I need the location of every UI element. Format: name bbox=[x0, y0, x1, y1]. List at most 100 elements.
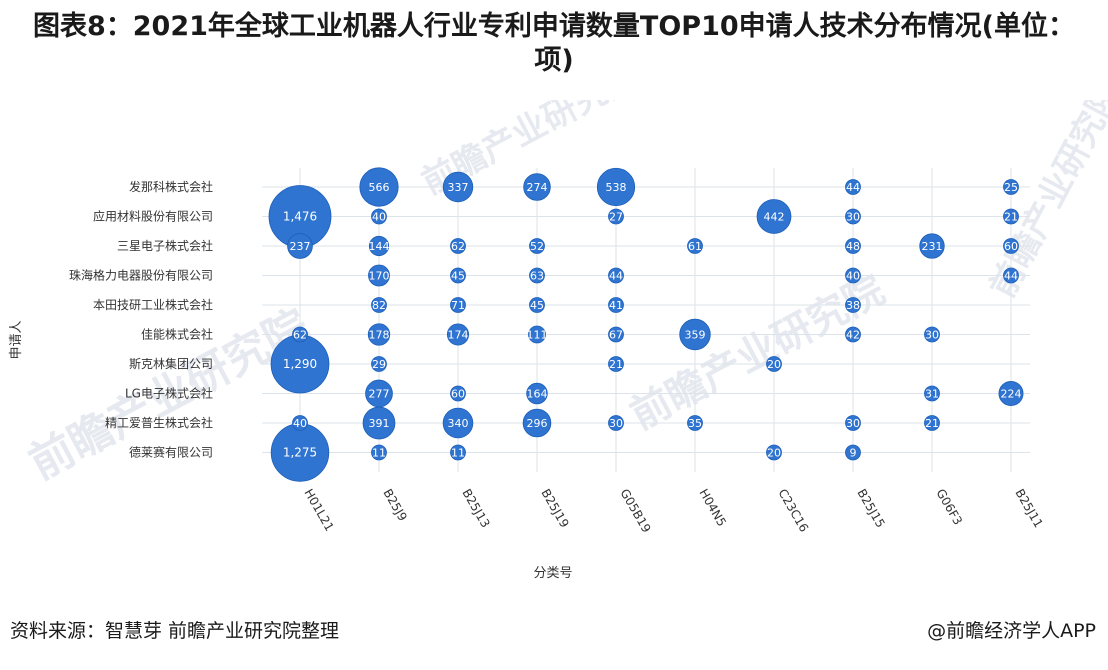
bubble bbox=[608, 415, 624, 431]
bubble-chart: 前瞻产业研究院 前瞻产业研究院 前瞻产业研究院 前瞻产业研究院 发那科株式会社 应用材料… bbox=[0, 100, 1108, 600]
x-tick-label: G05B19 bbox=[617, 487, 653, 536]
bubble-value-label: 30 bbox=[925, 329, 939, 342]
bubble-value-label: 20 bbox=[767, 447, 781, 460]
bubble-value-label: 44 bbox=[1004, 270, 1018, 283]
x-tick-label: B25J15 bbox=[854, 487, 887, 531]
bubble-value-label: 224 bbox=[1001, 388, 1022, 401]
bubble-value-label: 30 bbox=[846, 211, 860, 224]
bubble-value-label: 277 bbox=[369, 388, 390, 401]
watermark-text: 前瞻产业研究院 bbox=[983, 100, 1108, 304]
bubble bbox=[608, 326, 624, 343]
chart-title: 图表8：2021年全球工业机器人行业专利申请数量TOP10申请人技术分布情况(单… bbox=[32, 11, 1075, 76]
bubble-value-label: 178 bbox=[369, 329, 390, 342]
bubble bbox=[687, 415, 703, 431]
bubble-value-label: 30 bbox=[609, 417, 623, 430]
source-note: 资料来源：智慧芽 前瞻产业研究院整理 bbox=[10, 620, 340, 642]
x-tick-label: B25J13 bbox=[459, 487, 492, 531]
bubble-value-label: 237 bbox=[290, 240, 311, 253]
bubble bbox=[529, 238, 545, 254]
bubble bbox=[528, 325, 546, 344]
bubble-value-label: 231 bbox=[922, 240, 943, 253]
y-tick-label: 佳能株式会社 bbox=[141, 327, 213, 342]
bubble-value-label: 9 bbox=[850, 447, 857, 460]
x-axis-labels: H01L21 B25J9 B25J13 B25J19 G05B19 H04N5 C23C16… bbox=[301, 487, 1045, 536]
bubble bbox=[442, 171, 474, 203]
bubble-value-label: 11 bbox=[451, 447, 465, 460]
bubble bbox=[450, 267, 466, 284]
bubble-value-label: 41 bbox=[609, 299, 623, 312]
bubble bbox=[924, 326, 940, 343]
bubble bbox=[1003, 179, 1019, 195]
bubble-value-label: 45 bbox=[451, 270, 465, 283]
bubble-value-label: 1,476 bbox=[283, 210, 317, 224]
bubble-value-label: 48 bbox=[846, 240, 860, 253]
bubble bbox=[371, 208, 387, 225]
y-tick-label: 斯克林集团公司 bbox=[129, 356, 213, 371]
x-tick-label: C23C16 bbox=[775, 487, 811, 535]
bubble bbox=[442, 407, 474, 439]
bubble bbox=[292, 326, 308, 343]
bubble-value-label: 45 bbox=[530, 299, 544, 312]
bubble-value-label: 31 bbox=[925, 388, 939, 401]
bubble-value-label: 538 bbox=[606, 181, 627, 194]
bubble bbox=[446, 323, 470, 346]
bubble bbox=[450, 238, 466, 254]
bubble-value-label: 40 bbox=[846, 270, 860, 283]
watermark-text: 前瞻产业研究院 bbox=[623, 267, 892, 439]
bubble-value-label: 29 bbox=[372, 358, 386, 371]
y-tick-label: 德莱赛有限公司 bbox=[129, 445, 213, 460]
bubble-value-label: 60 bbox=[451, 388, 465, 401]
bubble bbox=[998, 381, 1024, 406]
bubble-value-label: 296 bbox=[527, 417, 548, 430]
bubble-value-label: 62 bbox=[293, 329, 307, 342]
bubble bbox=[292, 415, 308, 431]
bubble bbox=[845, 208, 861, 225]
bubble-value-label: 52 bbox=[530, 240, 544, 253]
x-tick-label: B25J19 bbox=[538, 487, 571, 531]
bubble bbox=[924, 385, 940, 402]
bubble bbox=[845, 444, 861, 461]
bubble-value-label: 359 bbox=[685, 329, 706, 342]
bubble bbox=[608, 267, 624, 284]
bubble-value-label: 274 bbox=[527, 181, 548, 194]
bubble-value-label: 67 bbox=[609, 329, 623, 342]
bubble bbox=[371, 356, 387, 372]
x-tick-label: H04N5 bbox=[696, 487, 729, 529]
y-tick-label: LG电子株式会社 bbox=[125, 386, 213, 401]
bubble bbox=[845, 238, 861, 254]
brand-credit: @前瞻经济学人APP bbox=[927, 620, 1096, 642]
bubble-value-label: 21 bbox=[609, 358, 623, 371]
bubble-value-label: 566 bbox=[369, 181, 390, 194]
y-tick-label: 精工爱普生株式会社 bbox=[105, 415, 213, 430]
bubble bbox=[522, 408, 552, 438]
bubble-value-label: 63 bbox=[530, 270, 544, 283]
bubble bbox=[359, 167, 399, 207]
bubble bbox=[523, 173, 551, 201]
bubble-value-label: 60 bbox=[1004, 240, 1018, 253]
bubble-value-label: 44 bbox=[609, 270, 623, 283]
bubble-value-label: 71 bbox=[451, 299, 465, 312]
y-tick-label: 珠海格力电器股份有限公司 bbox=[69, 268, 213, 283]
bubble-value-label: 340 bbox=[448, 417, 469, 430]
bubble bbox=[845, 267, 861, 284]
bubble-value-label: 21 bbox=[925, 417, 939, 430]
bubble bbox=[766, 444, 782, 461]
bubble bbox=[450, 444, 466, 461]
bubble bbox=[526, 382, 548, 405]
bubble bbox=[371, 297, 387, 313]
x-axis-title: 分类号 bbox=[533, 566, 572, 581]
x-tick-label: B25J11 bbox=[1012, 487, 1045, 531]
bubble bbox=[756, 199, 792, 234]
bubble bbox=[450, 297, 466, 313]
bubble bbox=[608, 356, 624, 372]
bubble-value-label: 38 bbox=[846, 299, 860, 312]
bubble bbox=[608, 208, 624, 225]
x-tick-label: H01L21 bbox=[301, 487, 336, 534]
bubble bbox=[608, 297, 624, 313]
bubble bbox=[1003, 208, 1019, 225]
x-tick-label: G06F3 bbox=[933, 487, 965, 528]
bubble-value-label: 61 bbox=[688, 240, 702, 253]
y-tick-label: 三星电子株式会社 bbox=[117, 238, 213, 253]
